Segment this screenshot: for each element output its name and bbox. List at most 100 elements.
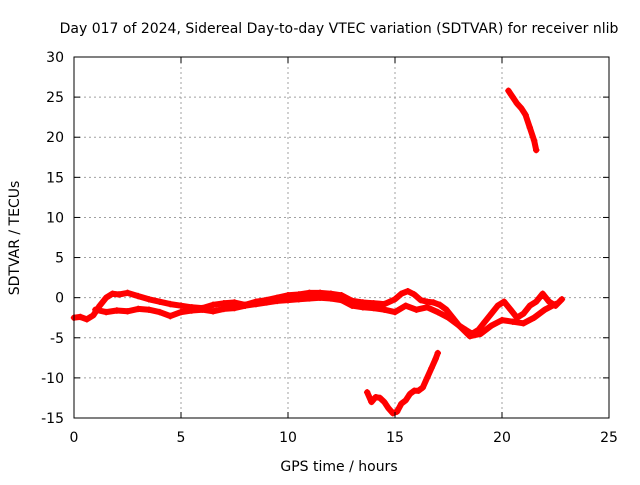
series-lower-arc bbox=[363, 349, 441, 417]
data-point bbox=[466, 332, 474, 340]
data-point bbox=[494, 302, 501, 309]
data-point bbox=[391, 308, 399, 316]
data-point bbox=[370, 304, 377, 312]
x-tick-label: 20 bbox=[493, 430, 511, 446]
y-tick-label: 15 bbox=[46, 170, 64, 186]
data-point bbox=[530, 137, 538, 144]
data-point bbox=[488, 310, 495, 317]
data-point bbox=[124, 289, 131, 297]
data-point bbox=[509, 93, 516, 101]
x-tick-label: 15 bbox=[386, 430, 404, 446]
y-tick-label: 0 bbox=[55, 291, 64, 307]
data-point bbox=[513, 100, 521, 107]
data-point bbox=[518, 105, 525, 112]
data-point bbox=[316, 294, 324, 301]
data-point bbox=[209, 301, 217, 309]
y-tick-label: -10 bbox=[41, 371, 64, 387]
data-point bbox=[430, 299, 437, 306]
data-point bbox=[372, 393, 379, 401]
chart-title: Day 017 of 2024, Sidereal Day-to-day VTE… bbox=[60, 21, 619, 37]
series-upper-arc bbox=[505, 87, 540, 154]
data-point bbox=[406, 390, 414, 398]
data-point bbox=[109, 290, 116, 297]
data-point bbox=[252, 300, 260, 308]
series-main-band-upper bbox=[70, 288, 566, 337]
y-axis-label: SDTVAR / TECUs bbox=[7, 181, 23, 296]
y-tick-label: 25 bbox=[46, 90, 64, 106]
data-point bbox=[263, 299, 270, 306]
data-point bbox=[415, 387, 422, 394]
data-point bbox=[445, 314, 452, 321]
x-tick-labels: 0 5 10 15 20 25 bbox=[70, 430, 618, 446]
data-point bbox=[231, 299, 238, 306]
data-point bbox=[417, 296, 424, 304]
data-point bbox=[393, 408, 401, 415]
data-point bbox=[188, 307, 195, 314]
series-main-band-lower bbox=[92, 294, 559, 340]
data-point bbox=[145, 296, 153, 303]
data-point bbox=[231, 304, 238, 312]
data-point bbox=[338, 296, 345, 304]
data-point bbox=[177, 308, 185, 316]
x-tick-label: 5 bbox=[177, 430, 186, 446]
data-point bbox=[533, 298, 540, 305]
data-point bbox=[522, 111, 529, 118]
data-point bbox=[419, 384, 427, 391]
data-point bbox=[381, 300, 388, 308]
data-point bbox=[533, 146, 540, 154]
data-point bbox=[363, 389, 371, 396]
data-point bbox=[102, 308, 110, 316]
data-point bbox=[156, 298, 163, 305]
data-point bbox=[402, 302, 409, 309]
data-point bbox=[145, 306, 153, 313]
data-point bbox=[477, 330, 484, 337]
data-point bbox=[167, 312, 174, 320]
data-point bbox=[456, 322, 463, 329]
y-tick-label: 10 bbox=[46, 210, 64, 226]
data-point bbox=[432, 355, 439, 362]
data-point bbox=[411, 291, 418, 298]
data-point bbox=[92, 306, 99, 313]
data-point bbox=[177, 302, 185, 309]
data-point bbox=[83, 316, 91, 323]
data-point bbox=[398, 400, 405, 407]
data-point bbox=[391, 296, 399, 303]
data-point bbox=[306, 295, 313, 302]
data-point bbox=[124, 308, 131, 315]
data-point bbox=[509, 318, 516, 325]
data-point bbox=[242, 302, 249, 309]
data-point bbox=[434, 349, 441, 357]
data-point bbox=[434, 308, 441, 316]
data-point bbox=[209, 308, 217, 315]
data-point bbox=[423, 298, 431, 305]
data-point bbox=[404, 288, 412, 295]
data-point bbox=[381, 306, 388, 313]
data-point bbox=[428, 365, 435, 372]
y-tick-label: -5 bbox=[50, 331, 64, 347]
data-point bbox=[545, 298, 553, 305]
data-point bbox=[520, 320, 527, 327]
data-point bbox=[102, 294, 110, 301]
x-axis-label: GPS time / hours bbox=[280, 459, 397, 475]
data-point bbox=[423, 374, 431, 382]
data-point bbox=[398, 290, 405, 297]
data-point bbox=[488, 322, 495, 329]
data-point bbox=[552, 300, 559, 308]
data-point bbox=[220, 300, 227, 307]
data-point bbox=[220, 305, 227, 313]
data-point bbox=[167, 300, 174, 308]
data-point bbox=[284, 296, 292, 304]
data-point bbox=[376, 394, 384, 402]
data-point bbox=[135, 305, 142, 313]
data-point bbox=[359, 304, 367, 311]
data-point bbox=[295, 296, 302, 303]
data-point bbox=[541, 306, 548, 313]
y-tick-label: 20 bbox=[46, 130, 64, 146]
tick-marks bbox=[73, 56, 610, 419]
data-point bbox=[327, 295, 334, 302]
data-point bbox=[349, 302, 356, 309]
data-point bbox=[423, 304, 431, 311]
x-tick-label: 0 bbox=[70, 430, 79, 446]
y-tick-labels: -15 -10 -5 0 5 10 15 20 25 30 bbox=[41, 50, 64, 427]
